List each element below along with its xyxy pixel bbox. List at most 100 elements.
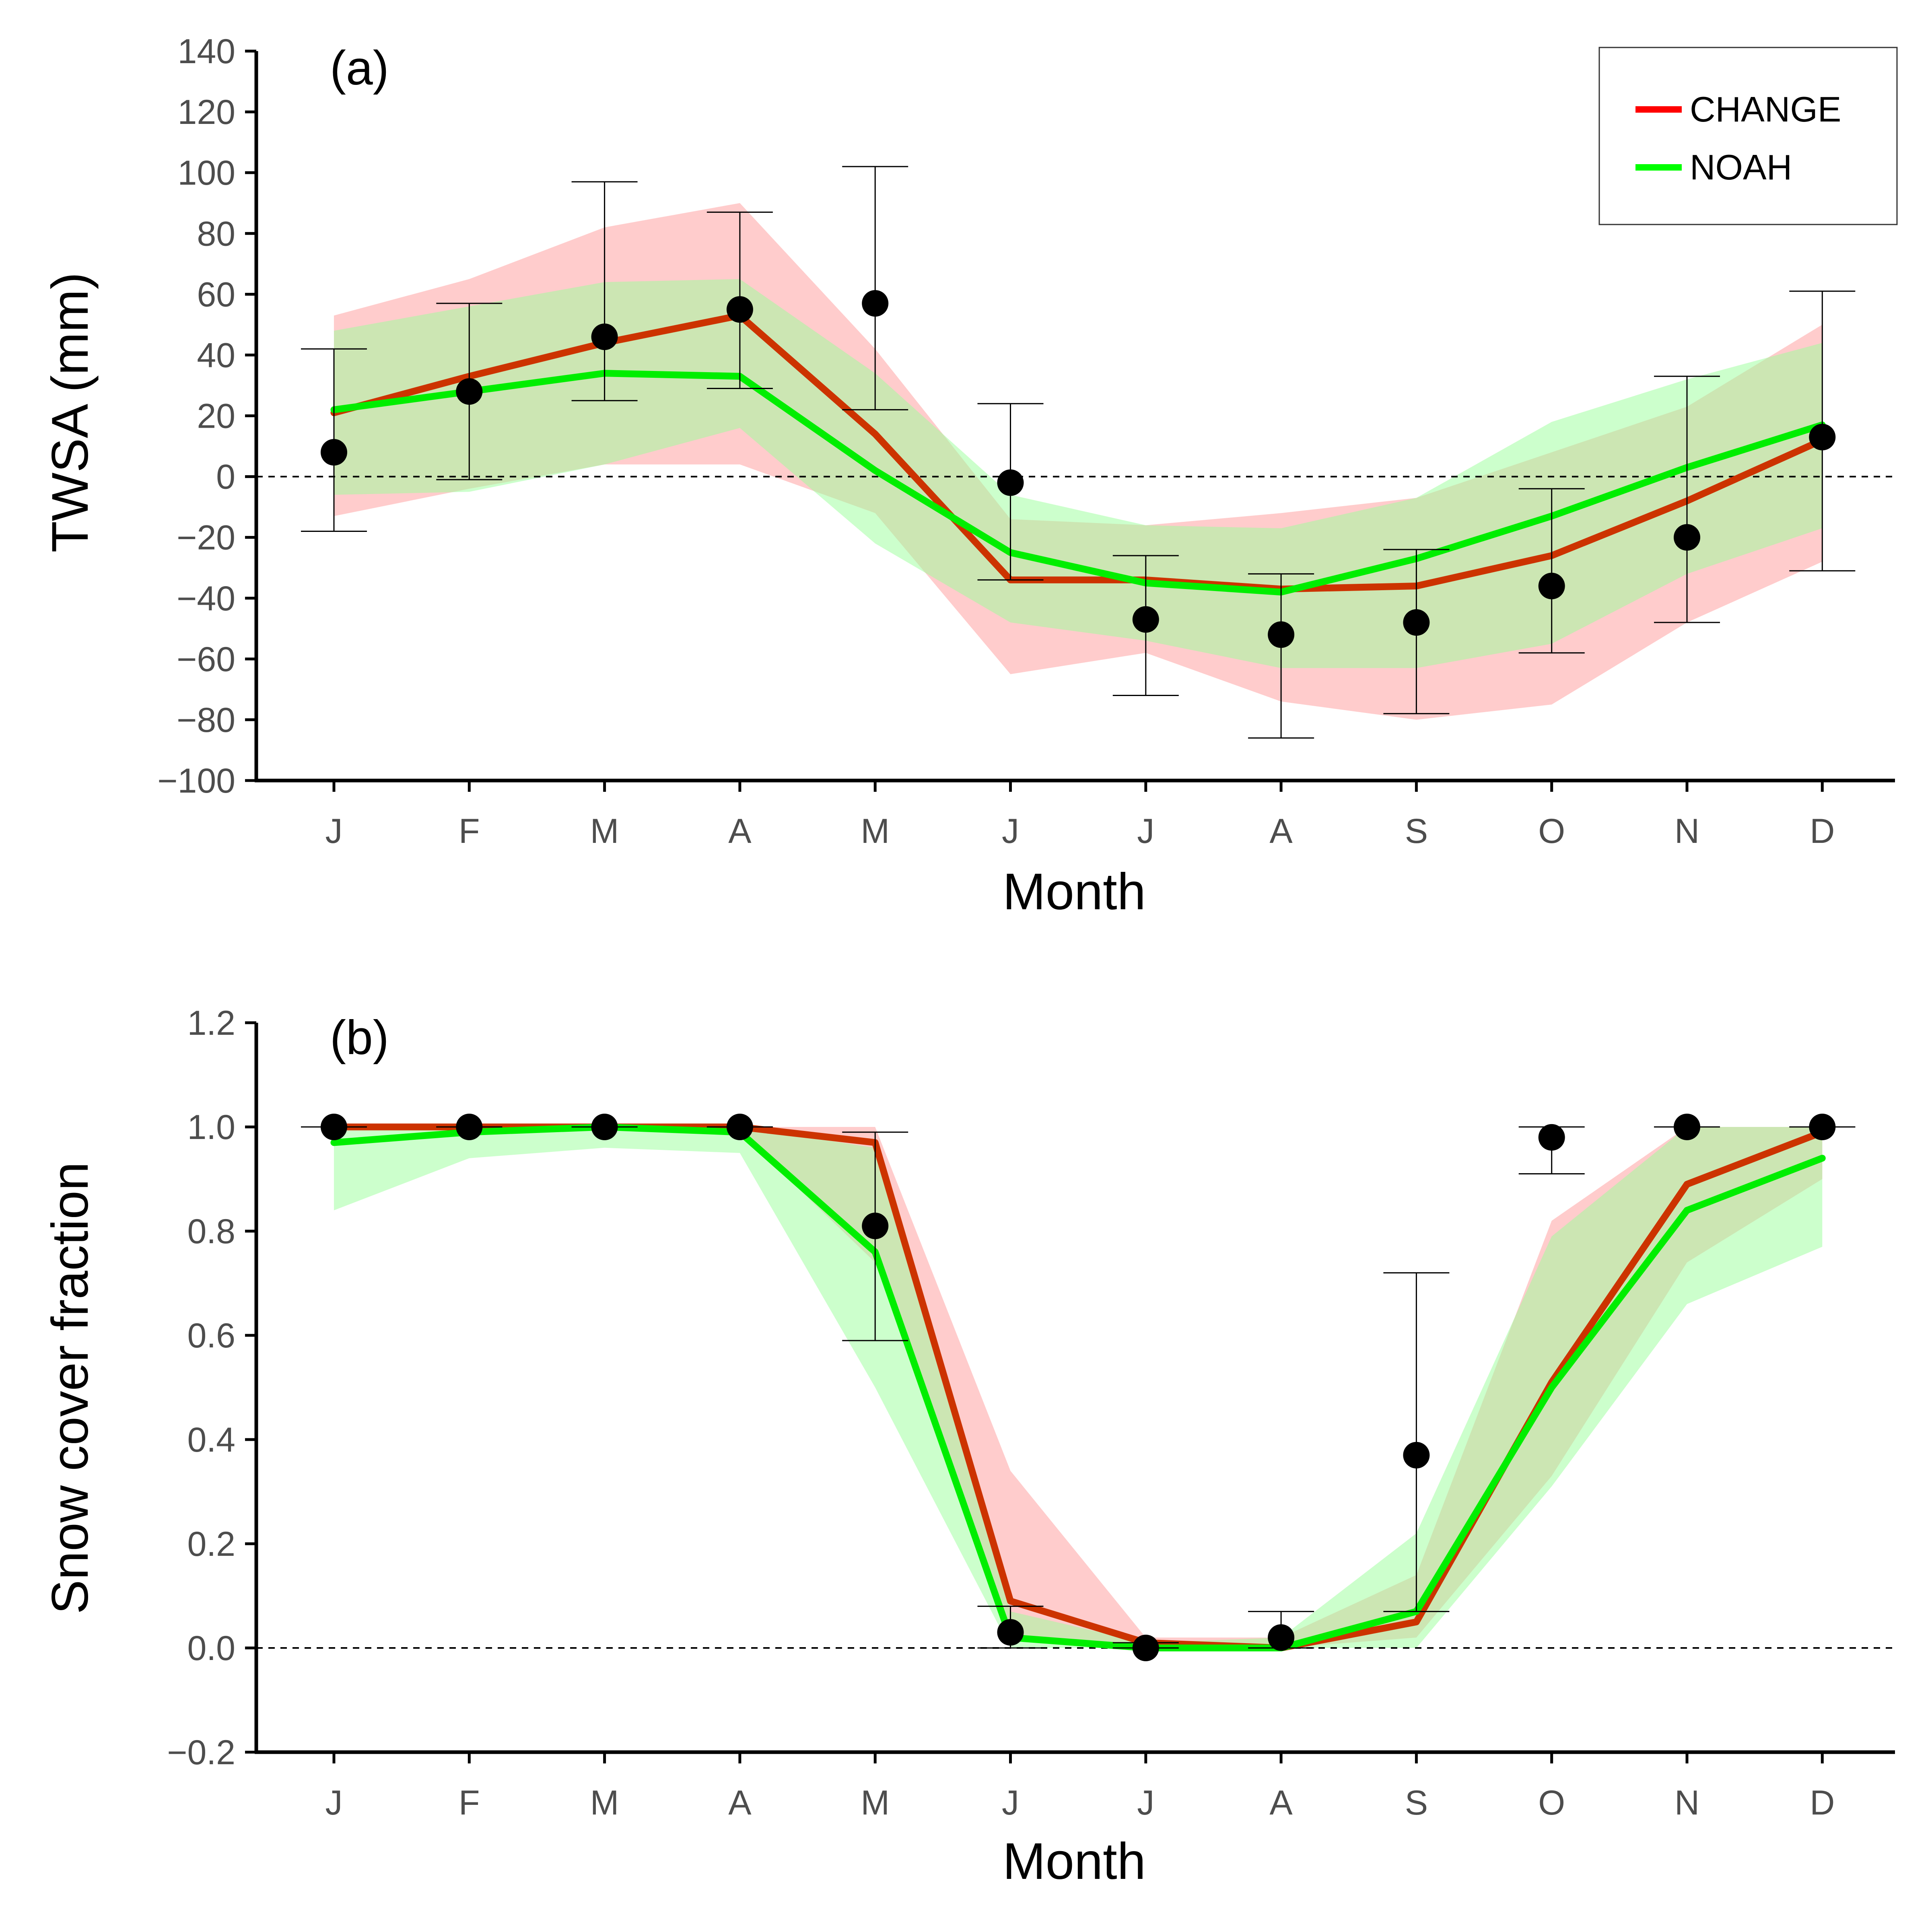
y-tick-label: 60	[197, 275, 235, 314]
x-tick-label: D	[1810, 1784, 1835, 1822]
observed-point	[726, 1114, 753, 1140]
legend-change-label: CHANGE	[1690, 89, 1841, 129]
x-tick-label: J	[1137, 812, 1154, 851]
observed-point	[1538, 1124, 1565, 1151]
panel-b-obs-12	[1789, 1114, 1856, 1140]
y-tick-label: −60	[177, 640, 235, 679]
panel-a-y-ticks: −100 −80 −60 −40 −20 0 20 40 60 80 100 120 140	[157, 32, 256, 800]
y-tick-label: −40	[177, 579, 235, 618]
x-tick-label: J	[1137, 1784, 1154, 1822]
panel-b-axes	[254, 1023, 1895, 1754]
x-tick-label: F	[459, 1784, 480, 1822]
panel-a-change-line	[330, 312, 1826, 593]
observed-point	[321, 1114, 347, 1140]
panel-b: −0.2 0.0 0.2 0.4 0.6 0.8 1.0 1.2 J F M A M J J A S O N D (…	[41, 1004, 1895, 1890]
panel-a-y-axis-title: TWSA (mm)	[41, 272, 99, 553]
y-tick-label: 140	[178, 32, 236, 71]
x-tick-label: M	[861, 1784, 890, 1822]
x-tick-label: M	[861, 812, 890, 851]
x-tick-label: O	[1538, 812, 1565, 851]
x-tick-label: J	[1002, 812, 1019, 851]
observed-point	[1268, 621, 1295, 648]
x-tick-label: N	[1675, 1784, 1699, 1822]
panel-b-bands	[334, 1127, 1823, 1648]
y-tick-label: 80	[197, 214, 235, 253]
panel-b-noah-line	[330, 1123, 1826, 1652]
observed-point	[862, 290, 889, 317]
x-tick-label: O	[1538, 1784, 1565, 1822]
panel-b-y-axis-title: Snow cover fraction	[41, 1162, 99, 1614]
panel-a-lines	[330, 312, 1826, 596]
panel-b-obs-6	[977, 1605, 1044, 1649]
observed-point	[1809, 1114, 1836, 1140]
observed-point	[862, 1213, 889, 1240]
x-tick-label: F	[459, 812, 480, 851]
legend-noah-label: NOAH	[1690, 147, 1792, 187]
panel-b-y-ticks: −0.2 0.0 0.2 0.4 0.6 0.8 1.0 1.2	[167, 1004, 256, 1772]
panel-a-noah-band	[334, 279, 1823, 668]
observed-point	[1132, 1635, 1159, 1661]
observed-point	[726, 296, 753, 323]
x-tick-label: J	[325, 1784, 343, 1822]
x-tick-label: A	[728, 812, 752, 851]
observed-point	[456, 1114, 483, 1140]
panel-b-obs-2	[436, 1114, 503, 1140]
y-tick-label: 100	[178, 154, 236, 192]
panel-a: −100 −80 −60 −40 −20 0 20 40 60 80 100 120 140 J F M A M…	[41, 32, 1898, 921]
y-tick-label: 0.0	[187, 1629, 235, 1668]
x-tick-label: M	[590, 812, 619, 851]
x-tick-label: A	[1269, 1784, 1293, 1822]
panel-b-obs-7	[1112, 1635, 1179, 1661]
panel-a-obs-11	[1654, 375, 1720, 623]
x-tick-label: S	[1405, 812, 1428, 851]
observed-point	[591, 323, 618, 350]
y-tick-label: 1.0	[187, 1108, 235, 1147]
x-tick-label: J	[1002, 1784, 1019, 1822]
panel-b-obs-5	[842, 1131, 908, 1341]
panel-a-obs-3	[571, 181, 638, 402]
observed-point	[1674, 1114, 1700, 1140]
observed-point	[997, 1619, 1024, 1646]
y-tick-label: 40	[197, 336, 235, 375]
y-tick-label: −100	[157, 762, 235, 800]
observed-point	[1403, 609, 1430, 636]
x-tick-label: M	[590, 1784, 619, 1822]
y-tick-label: 0.4	[187, 1421, 235, 1459]
panel-a-bands	[334, 203, 1823, 720]
x-tick-label: A	[1269, 812, 1293, 851]
panel-b-obs-11	[1654, 1114, 1720, 1140]
panel-a-obs-6	[977, 403, 1044, 581]
x-tick-label: A	[728, 1784, 752, 1822]
panel-a-label: (a)	[330, 41, 389, 95]
y-tick-label: 0.2	[187, 1525, 235, 1563]
panel-a-obs-5	[842, 166, 908, 410]
observed-point	[1268, 1624, 1295, 1651]
panel-a-obs-1	[301, 348, 367, 532]
y-tick-label: 120	[178, 93, 236, 132]
observed-point	[456, 378, 483, 405]
panel-a-obs-2	[436, 303, 503, 480]
panel-b-noah-band	[334, 1127, 1823, 1648]
observed-point	[997, 469, 1024, 496]
panel-b-label: (b)	[330, 1011, 389, 1065]
observed-point	[321, 439, 347, 466]
panel-b-observations	[301, 1114, 1856, 1661]
x-tick-label: D	[1810, 812, 1835, 851]
y-tick-label: 0.6	[187, 1316, 235, 1355]
legend-box	[1598, 47, 1898, 225]
panel-b-obs-9	[1383, 1272, 1450, 1612]
y-tick-label: −20	[177, 519, 235, 557]
panel-b-obs-3	[571, 1114, 638, 1140]
y-tick-label: 1.2	[187, 1004, 235, 1042]
panel-a-obs-9	[1383, 549, 1450, 715]
y-tick-label: 0.8	[187, 1212, 235, 1251]
legend: CHANGE NOAH	[1598, 47, 1898, 225]
panel-a-obs-8	[1248, 573, 1314, 739]
x-tick-label: N	[1675, 812, 1699, 851]
observed-point	[1403, 1442, 1430, 1469]
panel-a-obs-4	[706, 211, 773, 389]
x-tick-label: S	[1405, 1784, 1428, 1822]
